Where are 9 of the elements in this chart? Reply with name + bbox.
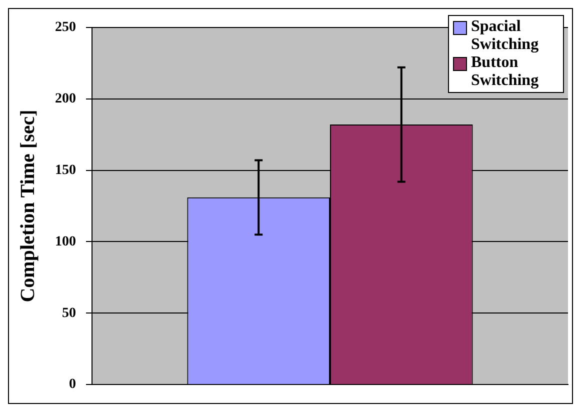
y-axis-title: Completion Time [sec]: [17, 110, 40, 302]
y-tick-label: 0: [69, 377, 76, 392]
y-tick-label: 100: [55, 234, 76, 250]
y-tick-label: 250: [55, 20, 76, 36]
legend-label: Button Switching: [471, 54, 540, 90]
y-tick-label: 150: [55, 162, 76, 178]
legend-label: Spacial Switching: [471, 18, 540, 54]
y-tick-label: 50: [62, 306, 76, 321]
y-tick-label: 200: [55, 91, 76, 106]
